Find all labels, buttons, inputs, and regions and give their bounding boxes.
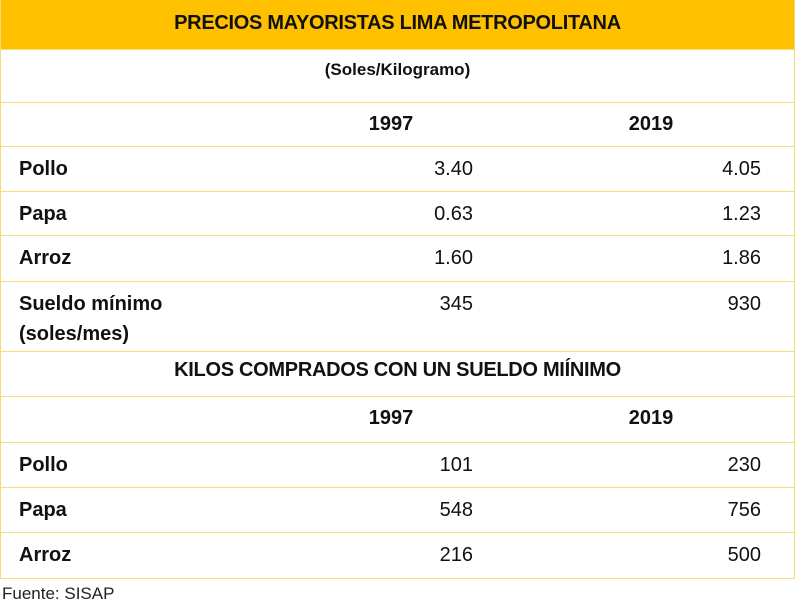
value-1997: 345 <box>439 293 473 315</box>
table-row: Pollo 3.40 4.05 <box>1 147 794 192</box>
table-row: Papa 548 756 <box>1 488 794 533</box>
row-label: Arroz <box>19 544 72 566</box>
table-row: Pollo 101 230 <box>1 443 794 488</box>
year-header-row: 1997 2019 <box>1 397 794 443</box>
year-header: 2019 <box>628 113 674 135</box>
year-header: 1997 <box>368 407 414 429</box>
row-label: Arroz <box>19 247 72 269</box>
table-row: Arroz 1.60 1.86 <box>1 236 794 282</box>
row-label: Sueldo mínimo <box>19 293 163 315</box>
row-label-unit: (soles/mes) <box>19 323 130 345</box>
row-label: Pollo <box>19 454 68 476</box>
prices-table: PRECIOS MAYORISTAS LIMA METROPOLITANA (S… <box>0 0 795 579</box>
value-1997: 548 <box>439 499 473 521</box>
row-label: Papa <box>19 499 67 521</box>
section-title: KILOS COMPRADOS CON UN SUELDO MIÍNIMO <box>1 352 794 397</box>
table-title: PRECIOS MAYORISTAS LIMA METROPOLITANA <box>1 0 794 50</box>
value-1997: 101 <box>439 454 473 476</box>
table-row: Sueldo mínimo (soles/mes) 345 930 <box>1 282 794 352</box>
value-2019: 500 <box>727 544 761 566</box>
row-label: Papa <box>19 203 67 225</box>
value-1997: 0.63 <box>434 203 473 225</box>
value-2019: 930 <box>727 293 761 315</box>
value-1997: 216 <box>439 544 473 566</box>
source-note: Fuente: SISAP <box>2 584 115 603</box>
value-2019: 230 <box>727 454 761 476</box>
table-row: Papa 0.63 1.23 <box>1 192 794 236</box>
year-header: 2019 <box>628 407 674 429</box>
year-header: 1997 <box>368 113 414 135</box>
row-label: Pollo <box>19 158 68 180</box>
value-2019: 1.86 <box>722 247 761 269</box>
value-2019: 4.05 <box>722 158 761 180</box>
table-row: Arroz 216 500 <box>1 533 794 578</box>
value-1997: 3.40 <box>434 158 473 180</box>
value-2019: 756 <box>727 499 761 521</box>
value-2019: 1.23 <box>722 203 761 225</box>
table-subtitle: (Soles/Kilogramo) <box>1 50 794 103</box>
value-1997: 1.60 <box>434 247 473 269</box>
year-header-row: 1997 2019 <box>1 103 794 147</box>
